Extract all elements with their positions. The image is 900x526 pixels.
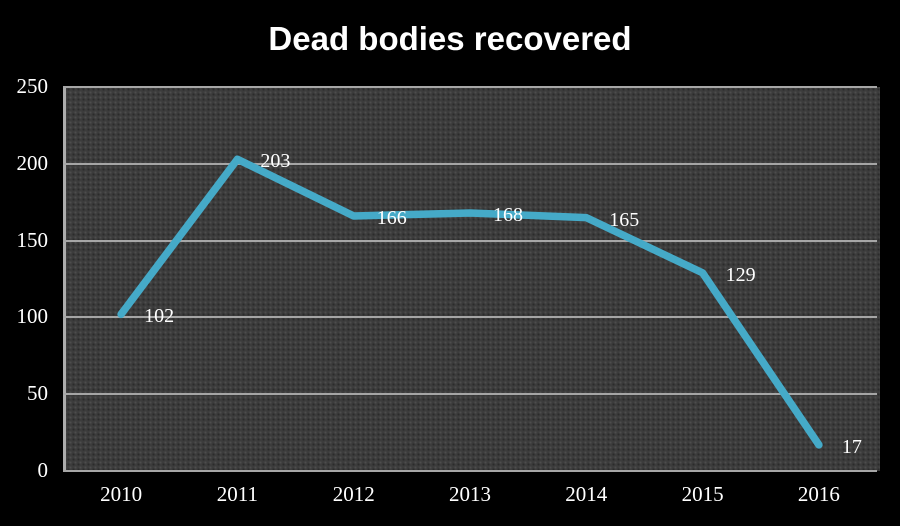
data-label-2015: 129 xyxy=(725,263,756,286)
gridline-y-100 xyxy=(63,316,877,319)
gridline-y-150 xyxy=(63,239,877,242)
x-tick-label-2016: 2016 xyxy=(797,482,840,506)
data-label-2011: 203 xyxy=(260,150,291,173)
y-tick-label-250: 250 xyxy=(16,74,49,98)
data-label-2013: 168 xyxy=(493,203,523,226)
x-tick-label-2012: 2012 xyxy=(332,482,375,506)
y-tick-label-150: 150 xyxy=(16,227,49,252)
data-label-2012: 166 xyxy=(376,207,407,230)
chart-title: Dead bodies recovered xyxy=(268,20,632,57)
plot-area xyxy=(63,87,880,471)
x-tick-label-2013: 2013 xyxy=(449,482,491,506)
x-tick-label-2010: 2010 xyxy=(100,482,143,506)
x-tick-label-2011: 2011 xyxy=(216,482,259,506)
data-label-2014: 165 xyxy=(609,208,640,231)
series-polyline xyxy=(117,155,823,449)
data-label-2016: 17 xyxy=(841,435,862,458)
gridline-y-200 xyxy=(63,162,877,165)
y-tick-label-200: 200 xyxy=(16,150,49,175)
y-tick-label-100: 100 xyxy=(16,304,49,329)
y-tick-label-0: 0 xyxy=(37,458,49,482)
x-tick-label-2014: 2014 xyxy=(565,482,608,506)
data-label-2010: 102 xyxy=(144,305,175,328)
y-tick-label-50: 50 xyxy=(27,381,48,406)
x-tick-label-2015: 2015 xyxy=(681,482,724,506)
gridline-y-0 xyxy=(63,470,877,472)
gridline-y-50 xyxy=(63,393,877,396)
gridline-y-250 xyxy=(63,86,877,88)
